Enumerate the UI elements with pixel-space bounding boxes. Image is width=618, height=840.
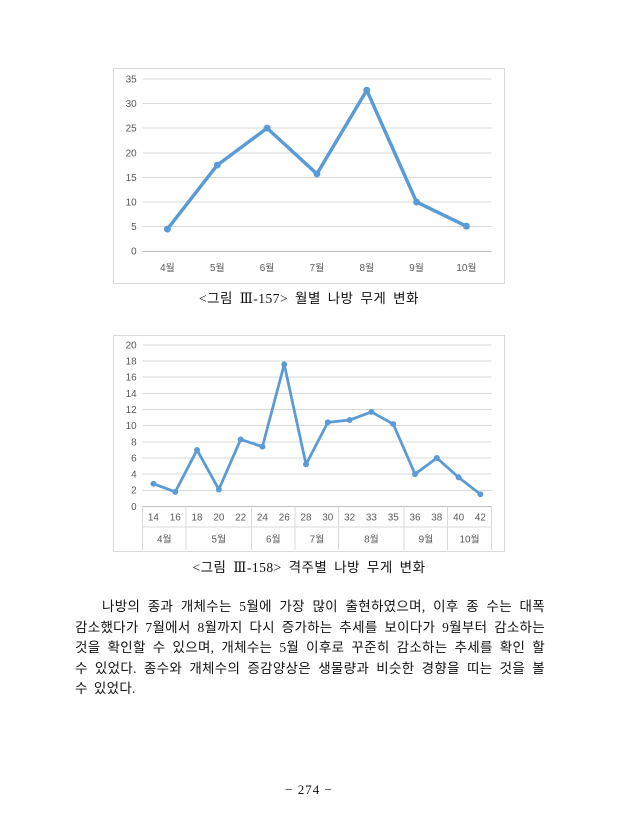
svg-text:9월: 9월 — [419, 534, 434, 546]
monthly-moth-weight-chart: 0 5 10 15 20 25 30 35 4월 5월 6월 7월 8월 9월 10월 — [126, 74, 492, 274]
svg-text:10: 10 — [126, 421, 138, 432]
svg-text:30: 30 — [322, 512, 334, 523]
figure-158-caption: <그림 Ⅲ-158> 격주별 나방 무게 변화 — [192, 560, 426, 575]
svg-text:2: 2 — [131, 486, 137, 497]
svg-text:12: 12 — [126, 405, 137, 416]
svg-text:16: 16 — [126, 373, 138, 384]
figure-157-caption: <그림 Ⅲ-157> 월별 나방 무게 변화 — [198, 291, 420, 306]
svg-text:7월: 7월 — [310, 262, 325, 274]
svg-text:9월: 9월 — [409, 262, 424, 274]
page-number: − 274 − — [285, 782, 333, 797]
svg-text:8: 8 — [131, 437, 137, 448]
svg-text:32: 32 — [344, 512, 355, 523]
svg-text:20: 20 — [126, 148, 138, 159]
svg-text:33: 33 — [366, 512, 378, 523]
svg-text:6: 6 — [131, 453, 137, 464]
svg-text:14: 14 — [126, 389, 138, 400]
svg-text:24: 24 — [257, 512, 269, 523]
svg-text:16: 16 — [170, 512, 182, 523]
svg-text:35: 35 — [388, 512, 400, 523]
svg-text:18: 18 — [192, 512, 204, 523]
svg-text:5: 5 — [131, 222, 137, 233]
svg-text:10월: 10월 — [459, 534, 479, 546]
svg-text:30: 30 — [126, 99, 138, 110]
svg-text:0: 0 — [131, 502, 137, 513]
svg-text:36: 36 — [410, 512, 422, 523]
svg-text:38: 38 — [431, 512, 443, 523]
svg-text:25: 25 — [126, 124, 138, 135]
svg-text:8월: 8월 — [359, 262, 374, 274]
svg-text:42: 42 — [475, 512, 486, 523]
svg-text:20: 20 — [213, 512, 225, 523]
svg-text:5월: 5월 — [210, 262, 225, 274]
svg-text:22: 22 — [235, 512, 246, 523]
svg-text:4월: 4월 — [160, 262, 175, 274]
figure-158-line-chart: 0 2 4 6 8 10 12 14 16 18 20 14 16 18 20 22 24 26 28 30 32 33 3… — [113, 335, 505, 552]
svg-text:4: 4 — [131, 470, 137, 481]
svg-text:4월: 4월 — [157, 534, 172, 546]
svg-text:35: 35 — [126, 74, 138, 85]
svg-text:8월: 8월 — [364, 534, 379, 546]
svg-text:20: 20 — [126, 340, 138, 351]
svg-text:7월: 7월 — [310, 534, 325, 546]
figure-157-line-chart: 0 5 10 15 20 25 30 35 4월 5월 6월 7월 8월 9월 10월 — [113, 68, 505, 284]
body-paragraph: 나방의 종과 개체수는 5월에 가장 많이 출현하였으며, 이후 종 수는 대폭… — [75, 599, 545, 697]
svg-text:40: 40 — [453, 512, 465, 523]
svg-text:6월: 6월 — [266, 534, 281, 546]
svg-text:10: 10 — [126, 198, 138, 209]
svg-text:26: 26 — [279, 512, 291, 523]
svg-text:18: 18 — [126, 357, 138, 368]
svg-text:14: 14 — [148, 512, 160, 523]
svg-text:15: 15 — [126, 173, 138, 184]
svg-text:0: 0 — [131, 247, 137, 258]
svg-text:10월: 10월 — [456, 262, 476, 274]
svg-text:6월: 6월 — [260, 262, 275, 274]
svg-text:28: 28 — [301, 512, 313, 523]
svg-text:5월: 5월 — [212, 534, 227, 546]
